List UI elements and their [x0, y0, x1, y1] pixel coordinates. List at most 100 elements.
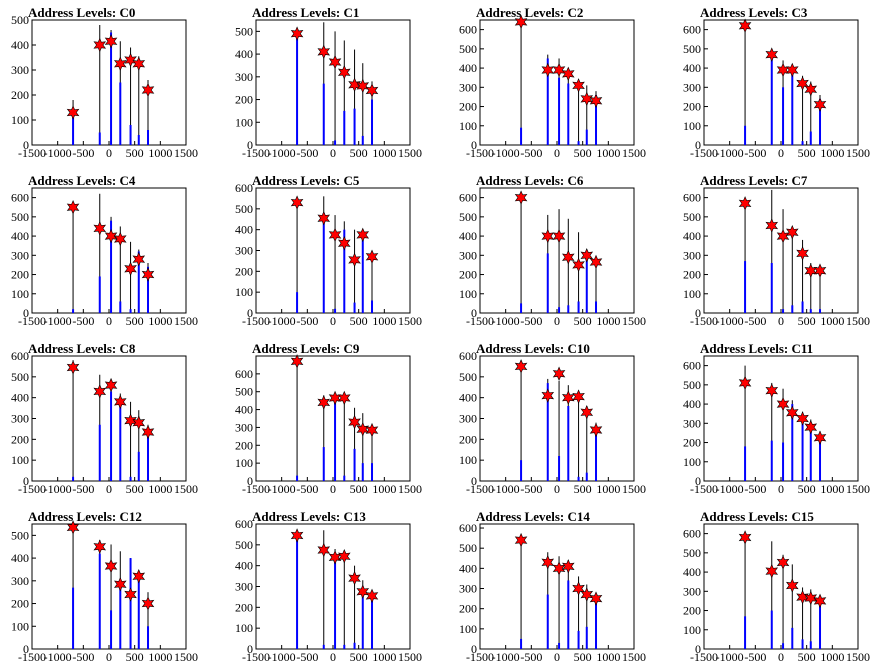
star-marker — [141, 424, 155, 440]
star-marker — [765, 383, 779, 398]
bar — [129, 558, 132, 649]
panel-title: Address Levels: C9 — [252, 341, 360, 356]
star-marker — [317, 395, 331, 410]
x-tick-label: 500 — [126, 314, 144, 328]
x-tick-label: -500 — [520, 650, 542, 664]
bar — [371, 99, 374, 145]
star-marker — [738, 375, 752, 391]
x-tick-label: -1500 — [466, 146, 494, 160]
y-tick-label: 400 — [11, 551, 29, 565]
x-tick-label: 1500 — [846, 146, 870, 160]
plot-frame — [703, 523, 859, 650]
star-marker — [813, 97, 827, 112]
y-tick-label: 200 — [11, 88, 29, 102]
bar — [595, 301, 598, 313]
star-marker — [348, 570, 361, 586]
x-tick-label: -500 — [72, 146, 94, 160]
bar — [567, 406, 570, 481]
panel-title: Address Levels: C11 — [700, 341, 813, 356]
plot-frame — [255, 187, 411, 314]
star-marker — [514, 190, 528, 205]
panel-c5: Address Levels: C5 0 100 200 300 400 500 600 -15… — [235, 173, 422, 328]
x-tick-label: 0 — [778, 146, 784, 160]
x-tick-label: -1000 — [44, 650, 72, 664]
star-marker — [66, 360, 80, 375]
plot-frame — [31, 187, 187, 314]
y-tick-label: 300 — [683, 248, 701, 262]
y-tick-label: 0 — [695, 138, 701, 152]
x-tick-label: -500 — [744, 482, 766, 496]
y-tick-label: 400 — [459, 229, 477, 243]
bar — [72, 309, 75, 313]
x-tick-label: -1000 — [44, 146, 72, 160]
x-tick-label: 1500 — [174, 314, 198, 328]
bar — [791, 305, 794, 313]
panel-c6: Address Levels: C6 0 100 200 300 400 500 600 -15… — [459, 173, 646, 328]
bar — [322, 213, 325, 313]
star-marker — [552, 228, 566, 244]
y-tick-label: 400 — [683, 61, 701, 75]
star-marker — [114, 56, 127, 72]
panel-c7: Address Levels: C7 0 100 200 300 400 500 600 -15… — [683, 173, 870, 328]
y-tick-label: 400 — [11, 38, 29, 52]
y-tick-label: 500 — [11, 210, 29, 224]
panel-c3: Address Levels: C3 0 100 200 300 400 500 600 -15… — [683, 5, 870, 160]
star-marker — [66, 520, 80, 535]
y-tick-label: 600 — [683, 527, 701, 541]
bar — [147, 431, 150, 481]
star-marker — [765, 218, 779, 233]
panel-c1: Address Levels: C10100200300400500-1500-… — [235, 5, 422, 160]
star-marker — [804, 590, 818, 606]
y-tick-label: 200 — [11, 432, 29, 446]
y-tick-label: 300 — [11, 248, 29, 262]
bar — [809, 641, 812, 649]
x-tick-label: 1500 — [398, 650, 422, 664]
y-tick-label: 400 — [459, 561, 477, 575]
y-tick-label: 600 — [235, 181, 253, 195]
x-tick-label: -1500 — [690, 650, 718, 664]
star-marker — [141, 596, 155, 611]
y-tick-label: 200 — [683, 436, 701, 450]
y-tick-label: 600 — [235, 367, 253, 381]
x-tick-label: -1500 — [242, 482, 270, 496]
x-tick-label: -1000 — [268, 482, 296, 496]
x-tick-label: 500 — [350, 650, 368, 664]
x-tick-label: -500 — [744, 650, 766, 664]
y-tick-label: 200 — [459, 432, 477, 446]
x-tick-label: -500 — [744, 314, 766, 328]
bar — [334, 400, 337, 481]
y-tick-label: 400 — [11, 391, 29, 405]
x-tick-label: 1000 — [372, 650, 396, 664]
bar — [343, 644, 346, 649]
y-tick-label: 300 — [11, 574, 29, 588]
star-marker — [132, 415, 146, 430]
y-tick-label: 100 — [683, 119, 701, 133]
x-tick-label: -1500 — [242, 146, 270, 160]
y-tick-label: 100 — [459, 622, 477, 636]
star-marker — [356, 584, 370, 599]
x-tick-label: 500 — [798, 650, 816, 664]
bar — [361, 135, 364, 145]
bar — [98, 553, 101, 649]
x-tick-label: -1000 — [716, 482, 744, 496]
star-marker — [589, 254, 603, 270]
star-marker — [786, 405, 799, 420]
bar — [110, 220, 113, 313]
star-marker — [338, 65, 351, 80]
star-marker — [114, 394, 127, 410]
bar — [577, 301, 580, 313]
bar — [809, 131, 812, 145]
y-tick-label: 500 — [235, 24, 253, 38]
x-tick-label: -500 — [520, 146, 542, 160]
bar — [782, 643, 785, 649]
x-tick-label: 0 — [778, 314, 784, 328]
bar — [137, 135, 140, 145]
star-marker — [589, 93, 603, 109]
x-tick-label: -1500 — [690, 146, 718, 160]
y-tick-label: 0 — [23, 474, 29, 488]
bar — [520, 638, 523, 649]
star-marker — [317, 210, 331, 226]
star-marker — [365, 249, 379, 265]
star-marker — [813, 263, 827, 278]
